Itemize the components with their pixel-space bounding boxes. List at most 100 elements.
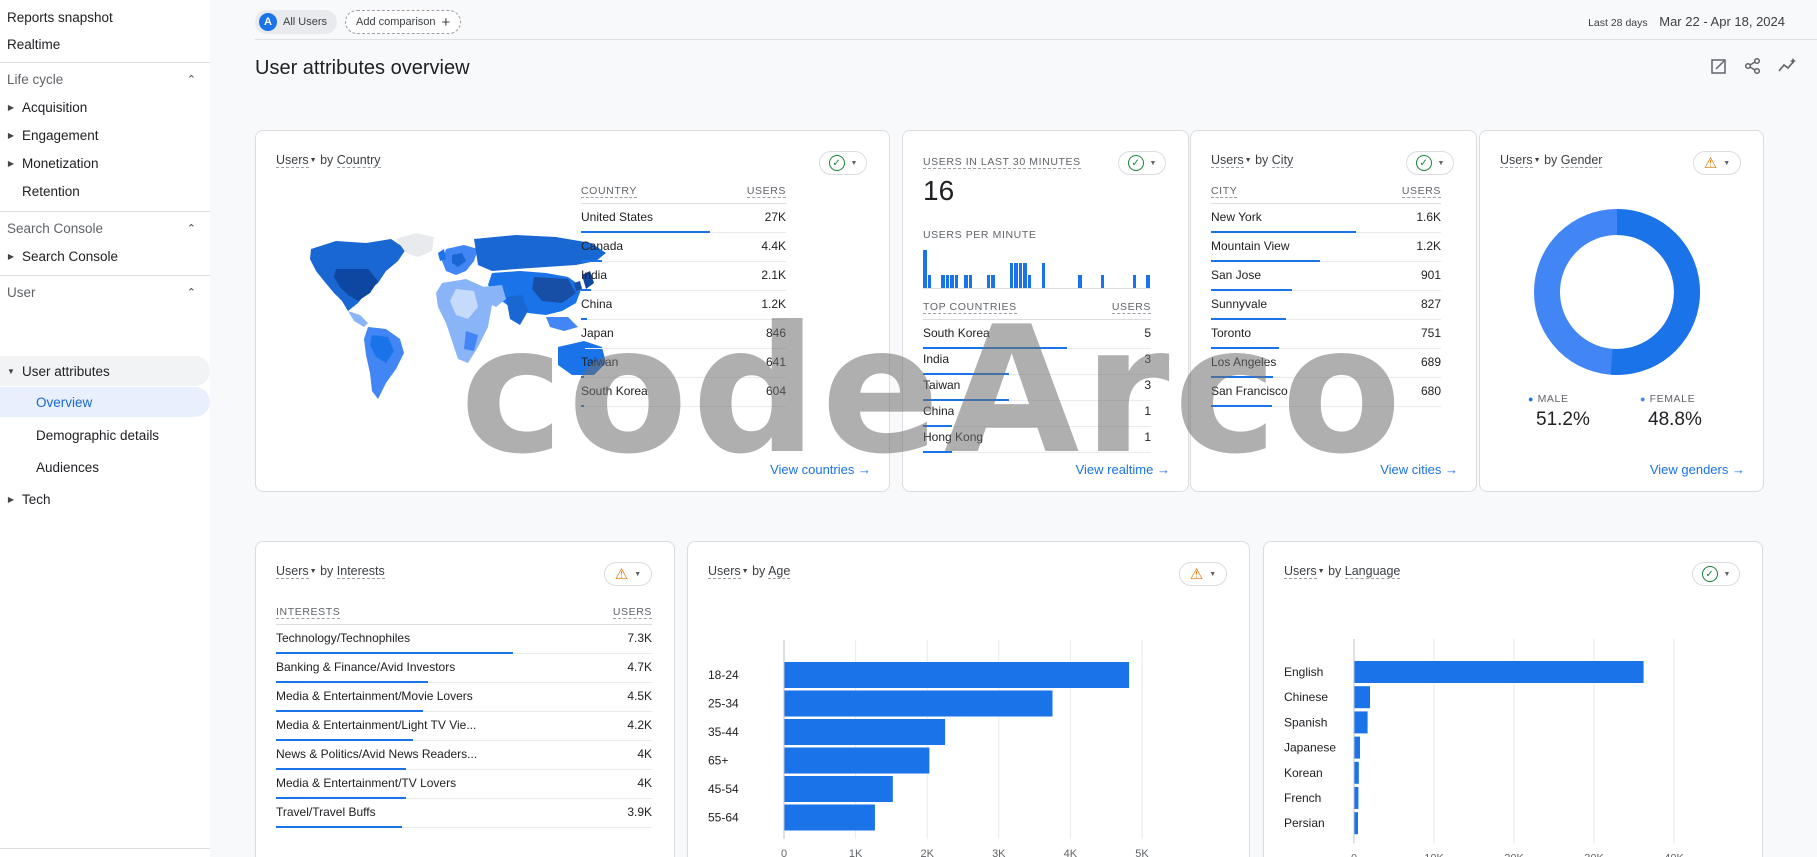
- row-name: Media & Entertainment/TV Lovers: [276, 776, 457, 790]
- table-row[interactable]: Canada 4.4K: [581, 233, 786, 262]
- table-row[interactable]: Toronto 751: [1211, 320, 1441, 349]
- table-row[interactable]: United States 27K: [581, 204, 786, 233]
- row-name: China: [581, 297, 613, 311]
- view-genders-link[interactable]: View genders →: [1650, 462, 1745, 477]
- table-row[interactable]: China 1: [923, 398, 1151, 427]
- row-value: 1.2K: [1416, 239, 1441, 253]
- table-row[interactable]: Los Angeles 689: [1211, 349, 1441, 378]
- data-quality-button[interactable]: ✓ ▼: [1692, 562, 1740, 586]
- table-row[interactable]: Taiwan 641: [581, 349, 786, 378]
- bar[interactable]: [784, 804, 875, 831]
- segment-chip[interactable]: A All Users: [255, 10, 338, 34]
- dimension-selector[interactable]: Language: [1344, 564, 1401, 579]
- bar[interactable]: [1354, 761, 1359, 784]
- table-row[interactable]: Travel/Travel Buffs 3.9K: [276, 799, 652, 828]
- bar[interactable]: [1354, 787, 1359, 809]
- table-row[interactable]: Banking & Finance/Avid Investors 4.7K: [276, 654, 652, 683]
- x-tick-label: 40K: [1664, 852, 1684, 857]
- sidebar-section-lifecycle[interactable]: Life cycle ⌃: [0, 62, 210, 96]
- row-value: 827: [1420, 297, 1441, 311]
- bar[interactable]: [1354, 812, 1358, 835]
- table-row[interactable]: San Jose 901: [1211, 262, 1441, 291]
- bar[interactable]: [1354, 711, 1368, 734]
- metric-selector[interactable]: Users: [276, 564, 309, 579]
- sidebar-item-audiences[interactable]: Audiences: [0, 452, 210, 482]
- view-realtime-link[interactable]: View realtime →: [1076, 462, 1170, 477]
- sidebar-section-search-console[interactable]: Search Console ⌃: [0, 211, 210, 245]
- table-row[interactable]: South Korea 5: [923, 320, 1151, 349]
- bar[interactable]: [1354, 661, 1644, 683]
- sidebar-item-monetization[interactable]: ▶ Monetization: [0, 148, 210, 178]
- bar[interactable]: [784, 662, 1130, 688]
- customize-report-icon[interactable]: [1709, 56, 1729, 76]
- sidebar-item-search-console[interactable]: ▶ Search Console: [0, 241, 210, 271]
- sidebar-item-engagement[interactable]: ▶ Engagement: [0, 120, 210, 150]
- data-quality-button[interactable]: ⚠ ▼: [604, 562, 652, 586]
- sidebar-item-reports-snapshot[interactable]: Reports snapshot: [0, 2, 210, 32]
- dimension-selector[interactable]: City: [1271, 153, 1294, 168]
- row-value: 7.3K: [627, 631, 652, 645]
- row-name: San Jose: [1211, 268, 1262, 282]
- sidebar-item-overview[interactable]: Overview: [0, 387, 210, 417]
- table-row[interactable]: Media & Entertainment/Movie Lovers 4.5K: [276, 683, 652, 712]
- table-row[interactable]: Japan 846: [581, 320, 786, 349]
- bar[interactable]: [1354, 736, 1360, 759]
- metric-selector[interactable]: Users: [708, 564, 741, 579]
- table-row[interactable]: Technology/Technophiles 7.3K: [276, 625, 652, 654]
- bar[interactable]: [784, 690, 1053, 717]
- sidebar-item-demographic-details[interactable]: Demographic details: [0, 420, 210, 450]
- metric-selector[interactable]: Users: [276, 153, 309, 168]
- dimension-selector[interactable]: Gender: [1560, 153, 1603, 168]
- table-row[interactable]: South Korea 604: [581, 378, 786, 407]
- segment-label: All Users: [283, 16, 328, 28]
- sidebar-item-tech[interactable]: ▶ Tech: [0, 484, 210, 514]
- sidebar-item-realtime[interactable]: Realtime: [0, 29, 210, 59]
- dropdown-arrow-icon: ▼: [634, 570, 642, 578]
- table-row[interactable]: Hong Kong 1: [923, 424, 1151, 453]
- arrow-right-icon: →: [1732, 462, 1745, 477]
- dimension-selector[interactable]: Age: [768, 564, 791, 579]
- table-row[interactable]: San Francisco 680: [1211, 378, 1441, 407]
- table-row[interactable]: India 2.1K: [581, 262, 786, 291]
- table-row[interactable]: China 1.2K: [581, 291, 786, 320]
- data-quality-button[interactable]: ⚠ ▼: [1693, 151, 1741, 175]
- bar[interactable]: [784, 776, 893, 802]
- metric-selector[interactable]: Users: [1211, 153, 1244, 168]
- legend-male-value: 51.2%: [1536, 409, 1590, 430]
- card-title: Users▼ by Age: [708, 564, 791, 579]
- bar[interactable]: [784, 719, 946, 745]
- table-row[interactable]: News & Politics/Avid News Readers... 4K: [276, 741, 652, 770]
- table-row[interactable]: New York 1.6K: [1211, 204, 1441, 233]
- city-table-header: CITY USERS: [1211, 185, 1441, 204]
- data-quality-button[interactable]: ✓ ▼: [819, 151, 867, 175]
- sidebar-item-user-attributes[interactable]: [0, 356, 210, 386]
- table-row[interactable]: Mountain View 1.2K: [1211, 233, 1441, 262]
- sidebar-section-user[interactable]: User ⌃: [0, 275, 210, 309]
- date-range-picker[interactable]: Last 28 days Mar 22 - Apr 18, 2024: [1588, 14, 1785, 29]
- dimension-selector[interactable]: Country: [336, 153, 381, 168]
- table-row[interactable]: Media & Entertainment/Light TV Vie... 4.2…: [276, 712, 652, 741]
- view-cities-link[interactable]: View cities →: [1380, 462, 1458, 477]
- sidebar-item-retention[interactable]: Retention: [0, 176, 210, 206]
- metric-selector[interactable]: Users: [1284, 564, 1317, 579]
- bar[interactable]: [784, 747, 930, 774]
- data-quality-button[interactable]: ✓ ▼: [1118, 151, 1166, 175]
- sidebar-item-user-attributes-label[interactable]: ▼ User attributes: [0, 356, 210, 386]
- share-icon[interactable]: [1743, 56, 1763, 76]
- sidebar-item-acquisition[interactable]: ▶ Acquisition: [0, 92, 210, 122]
- table-row[interactable]: Sunnyvale 827: [1211, 291, 1441, 320]
- table-row[interactable]: India 3: [923, 346, 1151, 375]
- caret-right-icon: ▶: [7, 158, 15, 168]
- view-countries-link[interactable]: View countries →: [770, 462, 871, 477]
- metric-selector[interactable]: Users: [1500, 153, 1533, 168]
- data-quality-button[interactable]: ✓ ▼: [1406, 151, 1454, 175]
- category-label: Spanish: [1284, 715, 1327, 729]
- data-quality-button[interactable]: ⚠ ▼: [1179, 562, 1227, 586]
- bar[interactable]: [1354, 686, 1370, 709]
- table-row[interactable]: Taiwan 3: [923, 372, 1151, 401]
- insights-icon[interactable]: [1777, 56, 1797, 76]
- dimension-selector[interactable]: Interests: [336, 564, 385, 579]
- add-comparison-button[interactable]: Add comparison +: [345, 10, 462, 34]
- table-row[interactable]: Media & Entertainment/TV Lovers 4K: [276, 770, 652, 799]
- caret-down-icon: ▼: [7, 366, 15, 376]
